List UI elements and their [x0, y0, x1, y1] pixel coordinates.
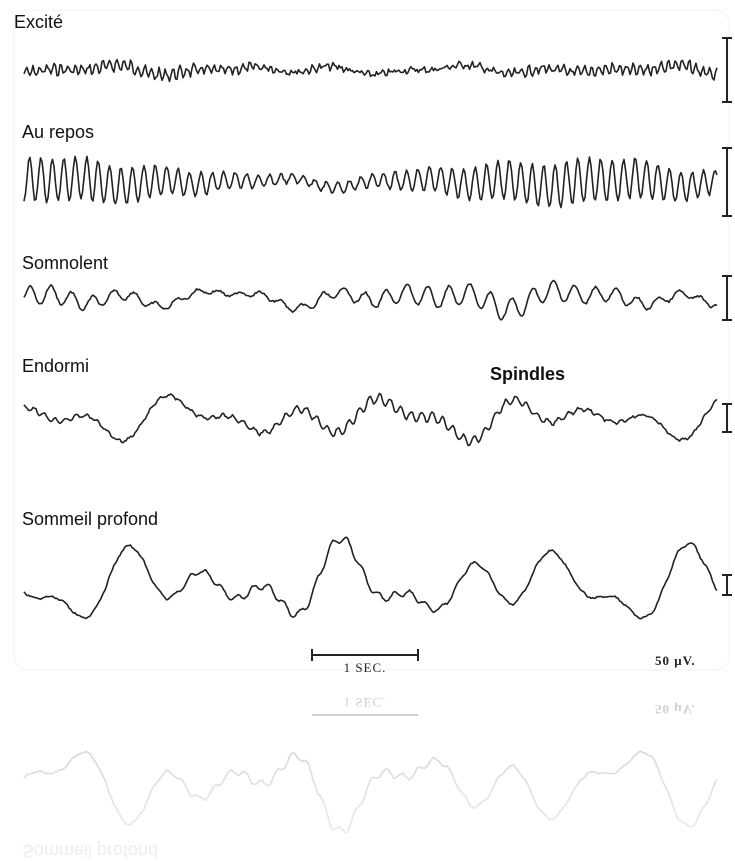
trace-label: Au repos [22, 122, 94, 142]
eeg-trace [23, 536, 718, 620]
eeg-trace [23, 392, 718, 447]
time-scale: 1 SEC. 50 μV. [311, 649, 696, 675]
fade [0, 700, 735, 861]
traces [23, 37, 732, 620]
eeg-trace [23, 279, 718, 321]
trace-label: Excité [14, 12, 63, 32]
annotation: Spindles [490, 364, 565, 384]
trace-label: Somnolent [22, 253, 108, 273]
amplitude-scale-label: 50 μV. [655, 653, 696, 668]
eeg-trace [23, 58, 718, 83]
trace-label: Sommeil profond [22, 509, 158, 529]
panel [13, 9, 730, 671]
time-scale-label: 1 SEC. [344, 660, 387, 675]
trace-label: Endormi [22, 356, 89, 376]
eeg-trace [23, 155, 718, 209]
